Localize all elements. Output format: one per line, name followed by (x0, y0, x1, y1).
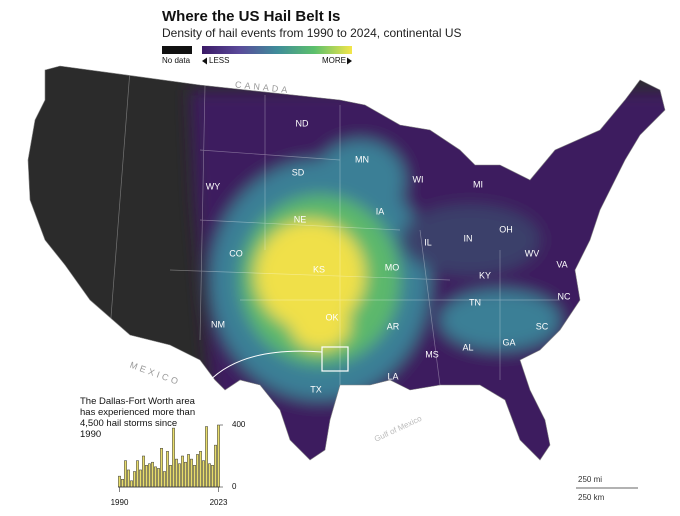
state-label: VA (556, 259, 567, 269)
legend-arrow (347, 57, 352, 65)
state-label: MI (473, 179, 483, 189)
bar (136, 460, 139, 488)
bar (148, 463, 151, 488)
legend-ramp (202, 46, 352, 54)
bar (154, 466, 157, 488)
bar (118, 475, 121, 488)
state-label: IN (464, 233, 473, 243)
bar (169, 465, 172, 488)
bar (181, 455, 184, 488)
bar (187, 454, 190, 488)
bar (208, 463, 211, 488)
legend-arrow (202, 57, 207, 65)
bar (142, 455, 145, 488)
state-label: OH (499, 224, 513, 234)
state-label: KY (479, 270, 491, 280)
annotation-line (197, 350, 323, 396)
bar (139, 469, 142, 488)
bar (172, 427, 175, 488)
bar (202, 460, 205, 488)
state-label: MN (355, 154, 369, 164)
bar (163, 471, 166, 488)
bar (145, 465, 148, 488)
scale-km: 250 km (578, 493, 605, 502)
state-label: CO (229, 248, 243, 258)
state-label: ND (296, 118, 309, 128)
state-label: WV (525, 248, 540, 258)
state-label: TN (469, 297, 481, 307)
state-label: GA (502, 337, 515, 347)
bar (133, 471, 136, 488)
legend-no-data: No data (162, 56, 191, 65)
state-label: WI (413, 174, 424, 184)
state-label: NM (211, 319, 225, 329)
bar (121, 479, 124, 488)
bar (178, 463, 181, 488)
bar (124, 460, 127, 488)
inset-chart: 0 400 1990 2023 (111, 420, 246, 507)
state-label: AR (387, 321, 400, 331)
title: Where the US Hail Belt Is (162, 8, 340, 25)
bar (217, 424, 220, 488)
no-data-swatch (162, 46, 192, 54)
state-label: SC (536, 321, 549, 331)
state-label: TX (310, 384, 322, 394)
state-label: MS (425, 349, 439, 359)
scale-mi: 250 mi (578, 475, 602, 484)
country-label: MEXICO (129, 360, 183, 388)
bar (157, 468, 160, 488)
bar (205, 426, 208, 488)
bar (160, 448, 163, 488)
annotation: The Dallas-Fort Worth area has experienc… (80, 396, 196, 440)
state-label: NE (294, 214, 307, 224)
state-label: IL (424, 237, 432, 247)
legend-more: MORE (322, 56, 346, 65)
bar (151, 461, 154, 488)
bar (127, 469, 130, 488)
bar (166, 451, 169, 488)
state-label: SD (292, 167, 305, 177)
state-label: KS (313, 264, 325, 274)
subtitle: Density of hail events from 1990 to 2024… (162, 26, 462, 40)
bar (211, 465, 214, 488)
state-label: IA (376, 206, 385, 216)
legend-less: LESS (209, 56, 229, 65)
bar (175, 458, 178, 488)
state-labels: ND MN SD WY WI MI NE IA CO IL IN OH KS MO KY WV VA NM OK AR… (206, 118, 571, 394)
dfw-box (321, 346, 349, 372)
bar (130, 480, 133, 488)
us-outline (27, 65, 666, 461)
state-label: WY (206, 181, 221, 191)
bar (214, 444, 217, 488)
state-label: LA (387, 371, 398, 381)
bar (193, 465, 196, 488)
y-tick-label: 0 (232, 482, 237, 491)
x-tick-label: 1990 (111, 498, 129, 507)
state-label: OK (325, 312, 338, 322)
bar (184, 461, 187, 488)
bar (199, 451, 202, 488)
y-tick-label: 400 (232, 420, 246, 429)
state-label: MO (385, 262, 400, 272)
bar (196, 454, 199, 488)
state-label: NC (558, 291, 571, 301)
bar (190, 458, 193, 488)
water-label: Gulf of Mexico (373, 414, 424, 444)
state-label: AL (462, 342, 473, 352)
annotation-text: The Dallas-Fort Worth area has experienc… (80, 396, 196, 440)
x-tick-label: 2023 (210, 498, 228, 507)
